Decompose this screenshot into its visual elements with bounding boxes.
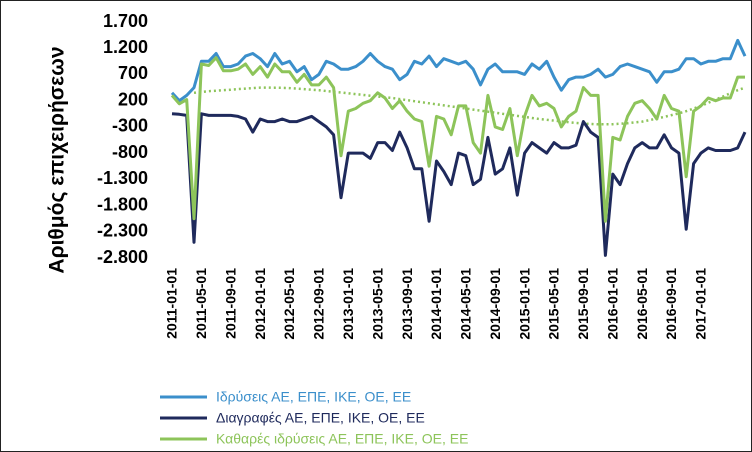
- y-tick-label: -800: [112, 142, 148, 162]
- y-axis-title: Αριθμός επιχειρήσεων: [46, 46, 69, 273]
- x-tick-label: 2016-01-01: [604, 268, 620, 340]
- x-tick-label: 2013-09-01: [399, 268, 415, 340]
- x-tick-label: 2014-05-01: [458, 268, 474, 340]
- y-tick-label: -1.300: [97, 168, 148, 188]
- y-tick-label: 1.700: [103, 11, 148, 31]
- x-tick-label: 2016-05-01: [634, 268, 650, 340]
- x-tick-label: 2014-09-01: [487, 268, 503, 340]
- y-tick-label: -2.300: [97, 221, 148, 241]
- series-line: [170, 38, 747, 103]
- y-tick-label: -300: [112, 116, 148, 136]
- x-tick-label: 2012-09-01: [311, 268, 327, 340]
- x-tick-label: 2017-01-01: [693, 268, 709, 340]
- y-tick-label: 200: [118, 89, 148, 109]
- legend-label: Ιδρύσεις ΑΕ, ΕΠΕ, ΙΚΕ, ΟΕ, ΕΕ: [216, 389, 411, 405]
- y-tick-label: -1.800: [97, 194, 148, 214]
- x-tick-label: 2014-01-01: [428, 268, 444, 340]
- trend-line: [193, 86, 746, 126]
- series-line: [170, 56, 745, 223]
- legend-label: Καθαρές ιδρύσεις ΑΕ, ΕΠΕ, ΙΚΕ, ΟΕ, ΕΕ: [216, 431, 468, 447]
- x-tick-label: 2013-05-01: [369, 268, 385, 340]
- x-tick-label: 2016-09-01: [663, 268, 679, 340]
- x-tick-label: 2015-05-01: [546, 268, 562, 340]
- x-tick-label: 2011-09-01: [222, 268, 238, 339]
- y-tick-label: 700: [118, 63, 148, 83]
- x-tick-label: 2012-01-01: [252, 268, 268, 340]
- x-tick-label: 2012-05-01: [281, 268, 297, 340]
- x-tick-label: 2015-01-01: [516, 268, 532, 340]
- y-tick-label: 1.200: [103, 37, 148, 57]
- legend-label: Διαγραφές ΑΕ, ΕΠΕ, ΙΚΕ, ΟΕ, ΕΕ: [216, 410, 425, 426]
- series-line: [171, 112, 747, 257]
- x-tick-label: 2013-01-01: [340, 268, 356, 340]
- x-tick-label: 2011-01-01: [164, 268, 180, 339]
- x-tick-label: 2011-05-01: [193, 268, 209, 339]
- x-tick-label: 2015-09-01: [575, 268, 591, 340]
- y-tick-label: -2.800: [97, 247, 148, 267]
